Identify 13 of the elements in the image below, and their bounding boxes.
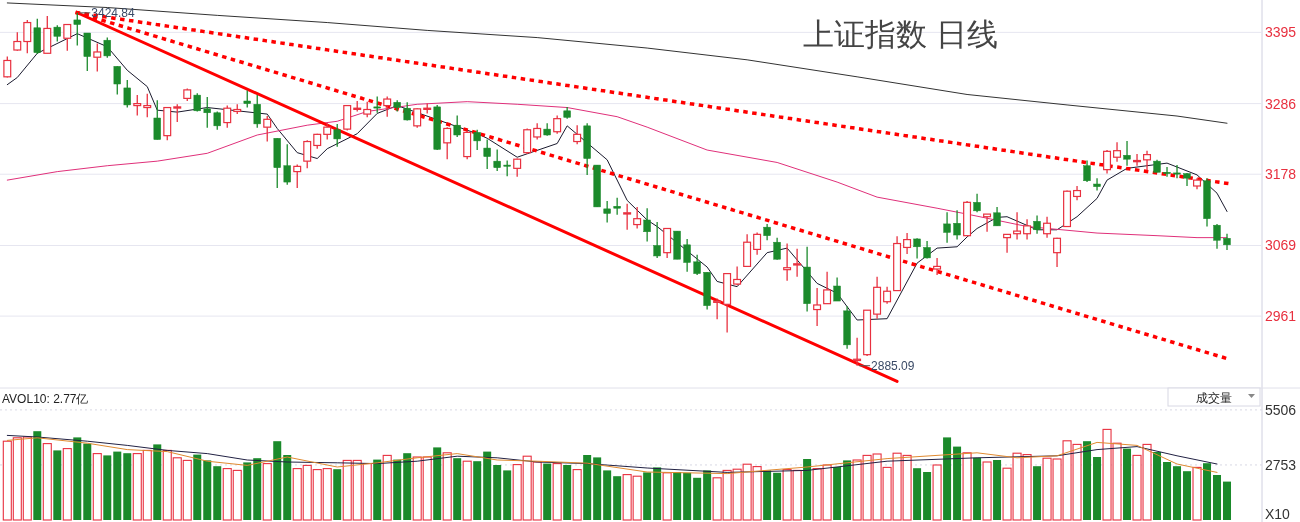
y-tick-label: 3286 — [1265, 95, 1297, 112]
y-tick-label: 3178 — [1265, 166, 1297, 183]
annotation: AVOL10: 2.77亿 — [2, 392, 89, 406]
annotation: 3424.84 — [91, 5, 135, 20]
y-tick-label: 5506 — [1265, 401, 1297, 418]
y-tick-label: 2961 — [1265, 308, 1297, 325]
y-tick-label: 3395 — [1265, 24, 1297, 41]
y-tick-label: X10 — [1265, 506, 1291, 522]
annotation: 成交量 — [1196, 391, 1232, 405]
y-tick-label: 3069 — [1265, 237, 1297, 254]
annotation: 2885.09 — [871, 358, 915, 373]
y-tick-label: 2753 — [1265, 456, 1297, 473]
text: 上证指数 日线 — [803, 17, 998, 52]
